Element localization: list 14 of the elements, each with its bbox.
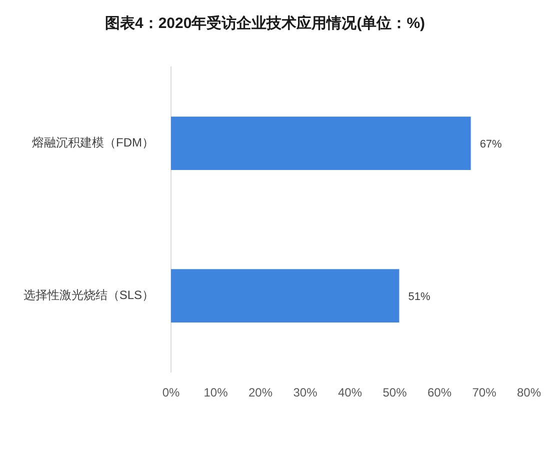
- x-tick-label: 70%: [472, 386, 497, 400]
- data-label: 51%: [408, 290, 430, 303]
- x-tick-label: 30%: [293, 386, 318, 400]
- x-tick-label: 20%: [248, 386, 273, 400]
- x-tick-label: 0%: [162, 386, 180, 400]
- y-tick-label: 选择性激光烧结（SLS）: [23, 288, 154, 302]
- data-label: 67%: [480, 138, 502, 150]
- x-tick-label: 80%: [516, 386, 542, 400]
- x-tick-label: 40%: [338, 386, 362, 400]
- x-tick-label: 10%: [204, 386, 228, 400]
- chart-title: 图表4：2020年受访企业技术应用情况(单位：%): [104, 14, 426, 32]
- y-tick-label: 熔融沉积建模（FDM）: [32, 136, 154, 150]
- x-tick-label: 60%: [427, 386, 452, 400]
- x-tick-label: 50%: [382, 386, 408, 400]
